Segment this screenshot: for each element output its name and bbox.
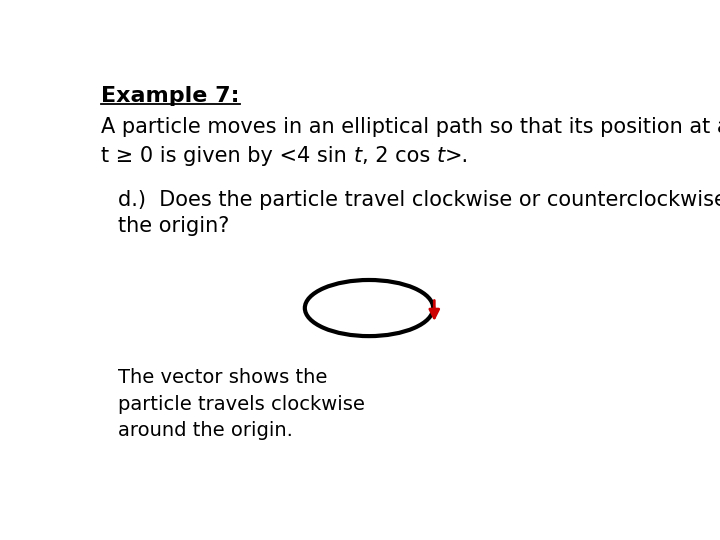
Text: , 2 cos: , 2 cos [361,146,436,166]
Text: >.: >. [445,146,469,166]
Text: t ≥ 0 is given by <4 sin: t ≥ 0 is given by <4 sin [101,146,354,166]
Text: t: t [436,146,445,166]
Text: d.)  Does the particle travel clockwise or counterclockwise around
the origin?: d.) Does the particle travel clockwise o… [118,190,720,236]
Text: t: t [354,146,361,166]
Text: The vector shows the
particle travels clockwise
around the origin.: The vector shows the particle travels cl… [118,368,365,440]
Text: A particle moves in an elliptical path so that its position at any time: A particle moves in an elliptical path s… [101,117,720,137]
Text: Example 7:: Example 7: [101,85,240,106]
